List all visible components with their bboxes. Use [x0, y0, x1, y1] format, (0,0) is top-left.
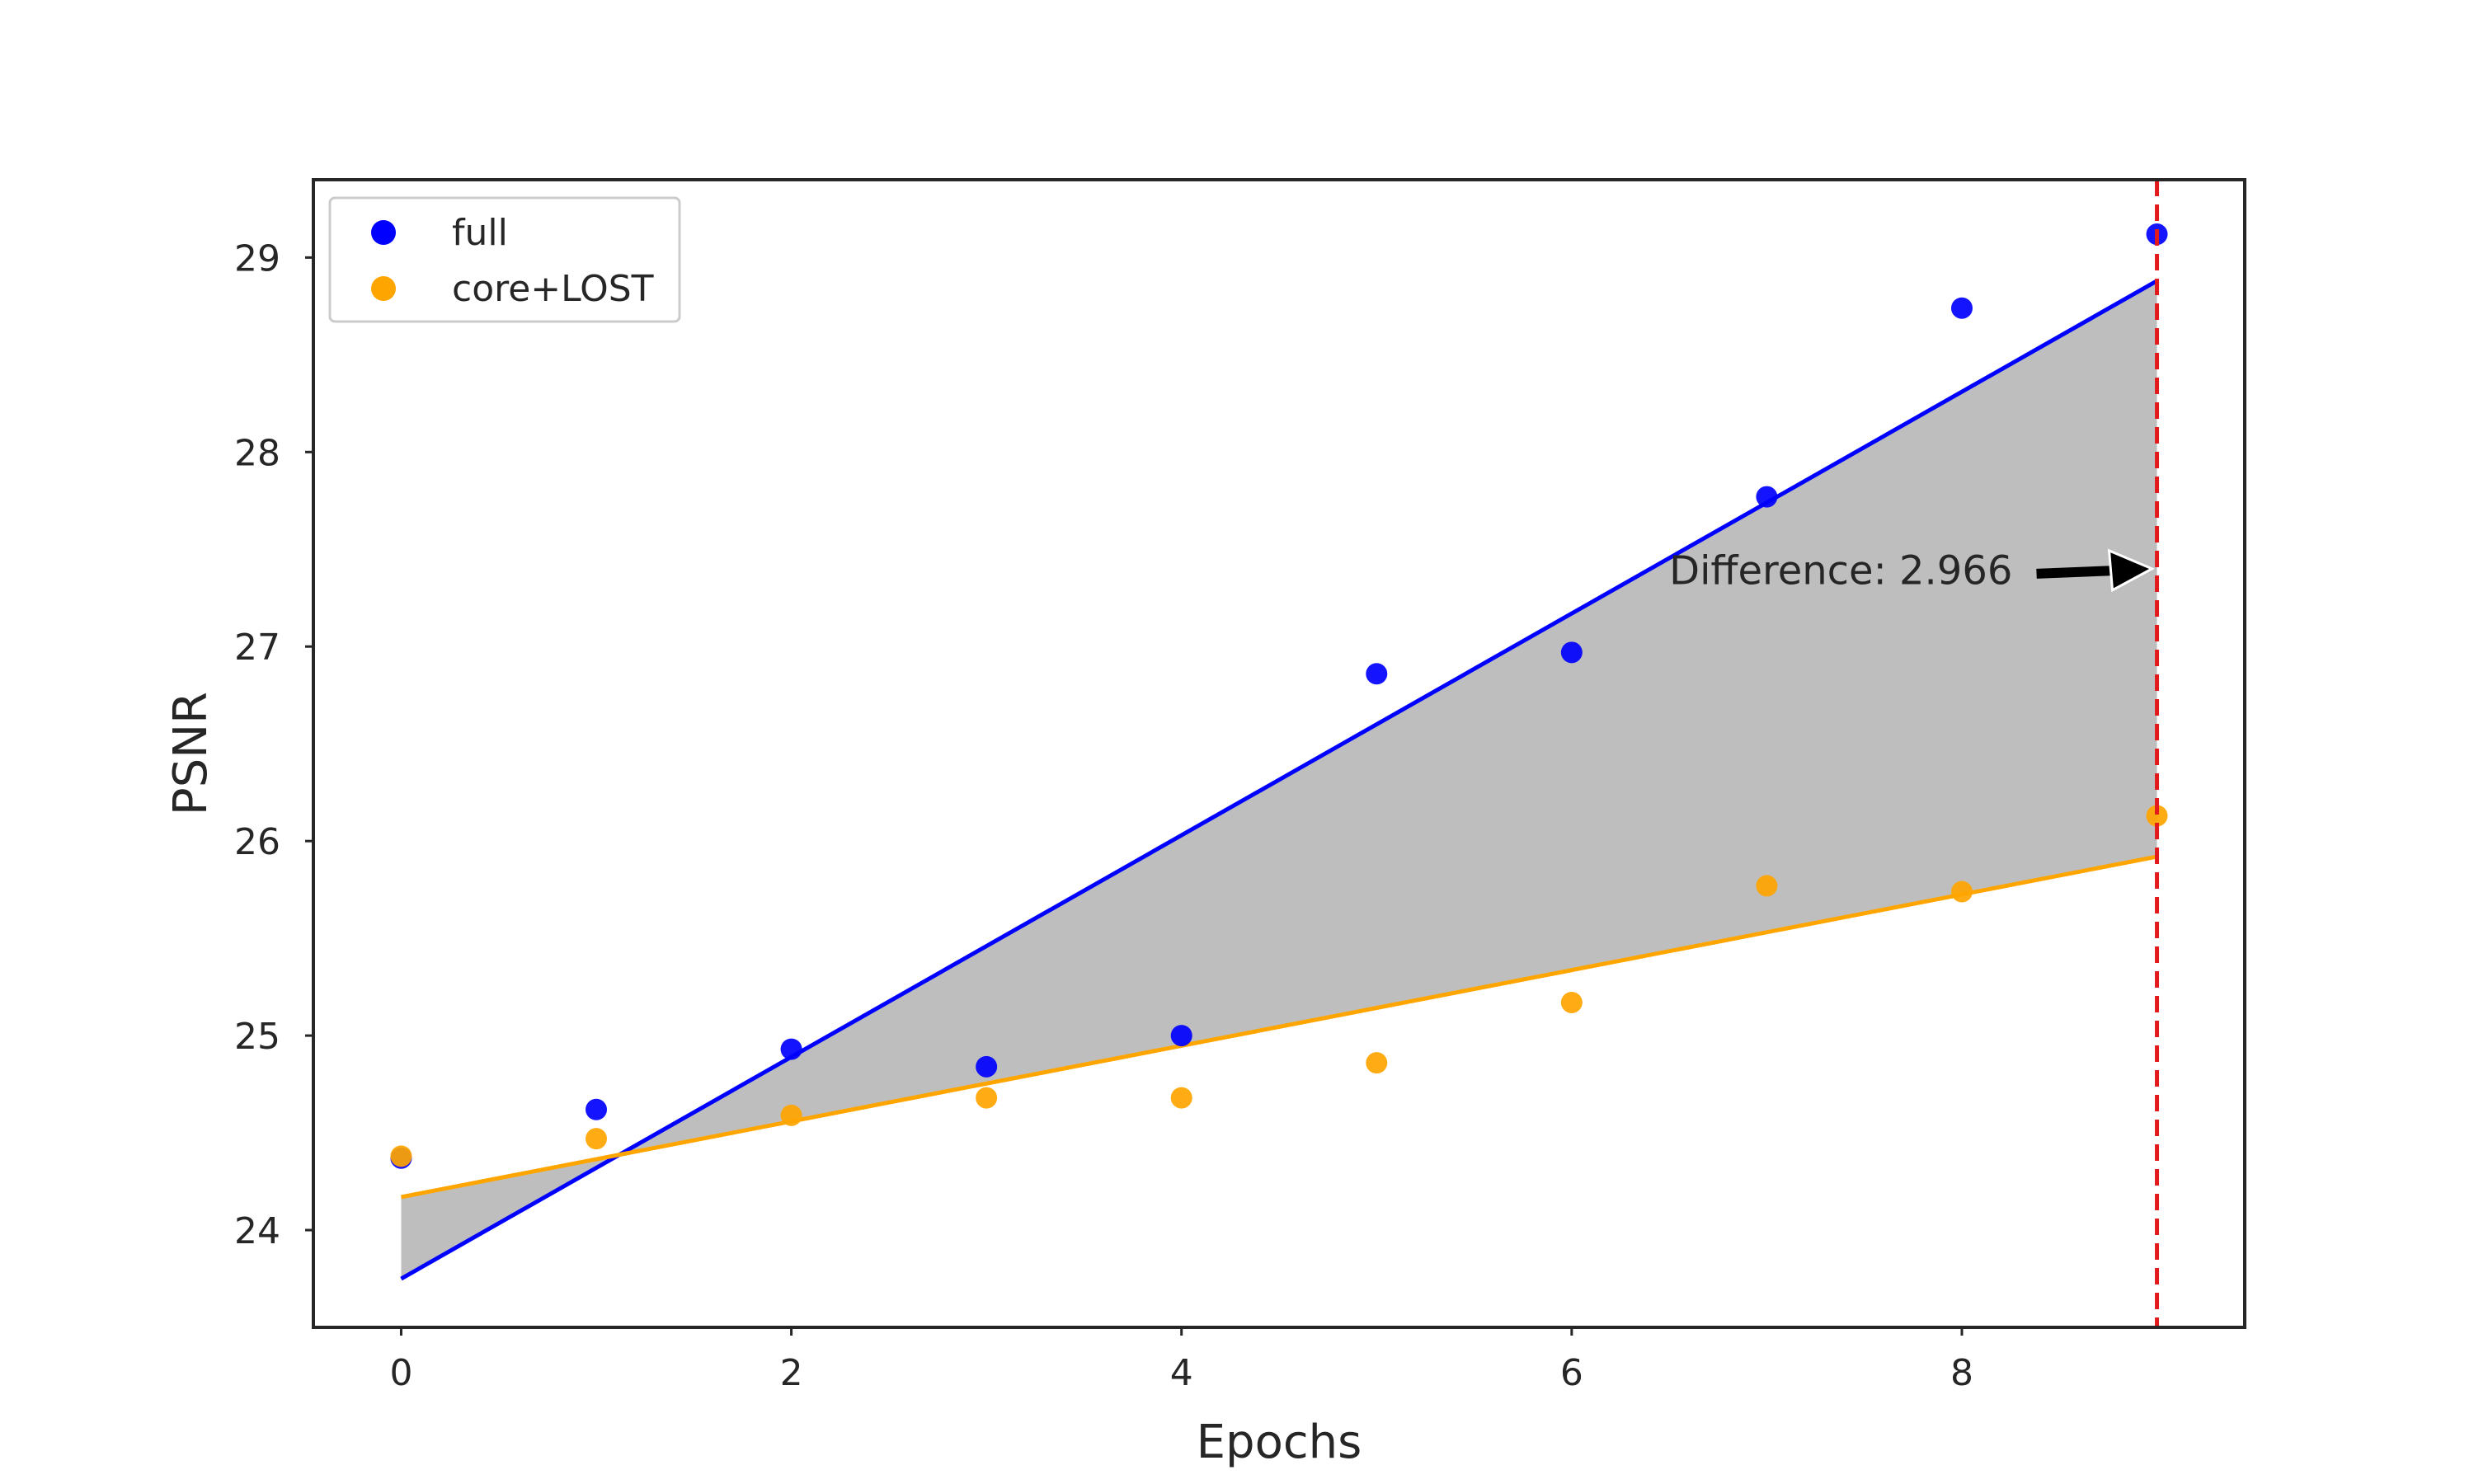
annotation-arrow-head — [2107, 548, 2156, 593]
x-tick-label: 6 — [1560, 1352, 1583, 1394]
point-core-lost-0 — [390, 1145, 412, 1167]
legend-marker-core-lost — [371, 276, 396, 301]
x-axis-ticks: 0 2 4 6 8 — [389, 1327, 1973, 1394]
point-full-2 — [780, 1038, 802, 1060]
difference-annotation-text: Difference: 2.966 — [1669, 548, 2012, 594]
legend-marker-full — [371, 220, 396, 245]
legend-label-full: full — [452, 212, 508, 254]
y-axis-label: PSNR — [164, 692, 218, 815]
plot-frame — [312, 178, 2246, 1329]
fit-lines — [400, 279, 2158, 1281]
difference-annotation: Difference: 2.966 — [1669, 548, 2156, 594]
point-core-lost-1 — [586, 1128, 608, 1150]
point-core-lost-9 — [2146, 805, 2168, 827]
point-full-7 — [1756, 486, 1778, 508]
legend: full core+LOST — [328, 196, 681, 323]
point-full-5 — [1366, 663, 1388, 685]
y-tick-label: 29 — [234, 237, 280, 279]
y-tick-label: 25 — [234, 1016, 280, 1058]
point-full-4 — [1170, 1025, 1192, 1047]
fit-line-full — [400, 279, 2158, 1281]
annotation-arrow-shaft — [2036, 565, 2119, 579]
point-core-lost-3 — [976, 1087, 998, 1109]
point-core-lost-8 — [1950, 881, 1973, 903]
point-core-lost-2 — [780, 1104, 802, 1126]
x-tick-label: 0 — [389, 1352, 412, 1394]
y-tick-label: 27 — [234, 627, 280, 669]
point-full-8 — [1950, 297, 1973, 319]
point-full-3 — [976, 1055, 998, 1078]
legend-box — [328, 196, 681, 323]
legend-label-core-lost: core+LOST — [452, 268, 654, 310]
y-axis-ticks: 24 25 26 27 28 29 — [234, 237, 313, 1252]
point-core-lost-4 — [1170, 1087, 1192, 1109]
y-tick-label: 28 — [234, 432, 280, 474]
fit-line-core-lost — [400, 854, 2158, 1200]
point-full-6 — [1560, 641, 1583, 664]
point-full-1 — [586, 1098, 608, 1120]
x-axis-label: Epochs — [1197, 1416, 1362, 1469]
x-tick-label: 8 — [1950, 1352, 1973, 1394]
point-core-lost-6 — [1560, 991, 1583, 1013]
scatter-points — [390, 223, 2168, 1169]
point-core-lost-7 — [1756, 875, 1778, 897]
y-tick-label: 26 — [234, 821, 280, 863]
y-tick-label: 24 — [234, 1210, 280, 1252]
point-core-lost-5 — [1366, 1052, 1388, 1074]
x-tick-label: 4 — [1170, 1352, 1193, 1394]
x-tick-label: 2 — [780, 1352, 803, 1394]
